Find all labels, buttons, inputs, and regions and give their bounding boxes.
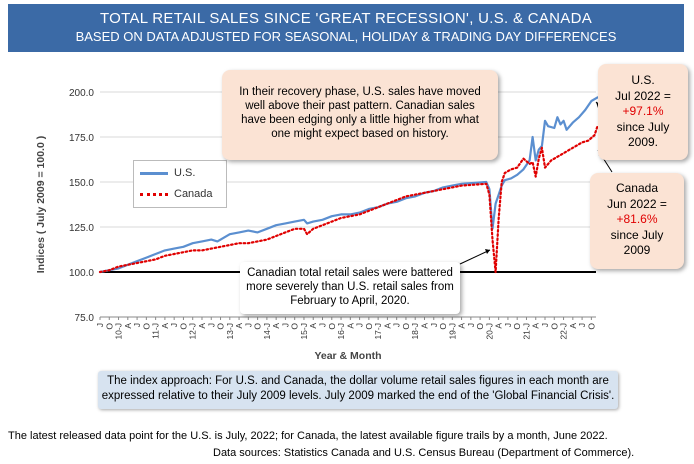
x-tick-label: J bbox=[429, 323, 439, 327]
footer-latest-data: The latest released data point for the U… bbox=[8, 430, 608, 442]
x-tick-label: 14-J bbox=[262, 323, 272, 340]
x-tick-label: O bbox=[216, 323, 226, 330]
x-tick-label: O bbox=[512, 323, 522, 330]
y-tick-label: 100.0 bbox=[69, 268, 94, 279]
x-tick-label: A bbox=[494, 323, 504, 329]
x-tick-label: A bbox=[382, 323, 392, 329]
x-tick-label: 21-J bbox=[521, 323, 531, 340]
x-tick-label: O bbox=[586, 323, 596, 330]
legend-label-us: U.S. bbox=[174, 167, 196, 179]
callout-canada: Canada Jun 2022 = +81.6% since July 2009 bbox=[590, 173, 684, 269]
arrow-battered bbox=[459, 249, 491, 265]
callout-battered: Canadian total retail sales were battere… bbox=[240, 262, 460, 314]
x-tick-label: A bbox=[234, 323, 244, 329]
x-tick-label: A bbox=[271, 323, 281, 329]
x-tick-label: O bbox=[401, 323, 411, 330]
x-tick-label: O bbox=[327, 323, 337, 330]
x-tick-label: A bbox=[197, 323, 207, 329]
x-tick-label: J bbox=[540, 323, 550, 327]
title-banner: TOTAL RETAIL SALES SINCE 'GREAT RECESSIO… bbox=[8, 4, 684, 52]
x-tick-label: O bbox=[253, 323, 263, 330]
x-tick-label: O bbox=[438, 323, 448, 330]
callout-canada-l5: 2009 bbox=[623, 243, 651, 257]
chart-title: TOTAL RETAIL SALES SINCE 'GREAT RECESSIO… bbox=[99, 10, 593, 27]
callout-us-l3: +97.1% bbox=[622, 104, 664, 118]
callout-us-l2: Jul 2022 = bbox=[615, 88, 671, 103]
series-line-us bbox=[98, 96, 602, 274]
callout-recovery-text: In their recovery phase, U.S. sales have… bbox=[239, 86, 481, 140]
chart-legend: U.S. Canada bbox=[133, 160, 227, 208]
footer-latest-data-text: The latest released data point for the U… bbox=[8, 430, 608, 442]
x-tick-label: A bbox=[457, 323, 467, 329]
x-tick-label: J bbox=[243, 323, 253, 327]
x-tick-label: 19-J bbox=[447, 323, 457, 340]
chart-subtitle: BASED ON DATA ADJUSTED FOR SEASONAL, HOL… bbox=[75, 29, 617, 44]
chart-lines bbox=[98, 96, 602, 274]
callout-battered-text: Canadian total retail sales were battere… bbox=[246, 267, 454, 307]
callout-canada-l4: since July bbox=[610, 227, 664, 242]
callout-canada-l2: Jun 2022 = bbox=[607, 196, 667, 211]
callout-us-l4: since July bbox=[616, 119, 670, 134]
callout-recovery: In their recovery phase, U.S. sales have… bbox=[222, 70, 498, 160]
x-tick-label: A bbox=[160, 323, 170, 329]
y-tick-label: 125.0 bbox=[69, 223, 94, 234]
x-tick-label: O bbox=[290, 323, 300, 330]
x-tick-label: O bbox=[104, 323, 114, 330]
x-tick-label: J bbox=[169, 323, 179, 327]
x-tick-label: A bbox=[308, 323, 318, 329]
x-tick-label: 22-J bbox=[559, 323, 569, 340]
x-tick-label: J bbox=[392, 323, 402, 327]
x-tick-label: 15-J bbox=[299, 323, 309, 340]
legend-label-canada: Canada bbox=[174, 188, 213, 200]
x-tick-label: J bbox=[355, 323, 365, 327]
x-tick-label: O bbox=[141, 323, 151, 330]
x-axis-title: Year & Month bbox=[314, 350, 381, 362]
x-tick-label: A bbox=[531, 323, 541, 329]
footer-sources: Data sources: Statistics Canada and U.S.… bbox=[213, 447, 634, 459]
arrow-battered-head bbox=[485, 249, 490, 254]
y-tick-label: 75.0 bbox=[75, 313, 95, 324]
x-tick-label: A bbox=[419, 323, 429, 329]
x-tick-label: J bbox=[95, 323, 105, 327]
callout-us: U.S. Jul 2022 = +97.1% since July 2009. bbox=[598, 64, 688, 160]
x-tick-label: A bbox=[123, 323, 133, 329]
callout-us-l1: U.S. bbox=[631, 73, 655, 87]
x-tick-label: 17-J bbox=[373, 323, 383, 340]
x-tick-label: O bbox=[364, 323, 374, 330]
x-tick-label: A bbox=[345, 323, 355, 329]
footer-sources-text: Data sources: Statistics Canada and U.S.… bbox=[213, 447, 635, 459]
x-tick-label: J bbox=[206, 323, 216, 327]
y-axis-title: Indices ( July 2009 = 100.0 ) bbox=[35, 136, 47, 273]
series-line-canada bbox=[98, 125, 599, 274]
legend-item-canada: Canada bbox=[140, 188, 213, 200]
x-tick-label: J bbox=[466, 323, 476, 327]
x-tick-label: 16-J bbox=[336, 323, 346, 340]
legend-swatch-canada bbox=[140, 192, 168, 196]
x-tick-label: J bbox=[577, 323, 587, 327]
x-tick-label: 10-J bbox=[114, 323, 124, 340]
callout-canada-l1: Canada bbox=[615, 181, 659, 195]
x-tick-label: 11-J bbox=[151, 323, 161, 339]
x-tick-label: J bbox=[132, 323, 142, 327]
legend-swatch-us bbox=[140, 171, 168, 175]
y-tick-label: 175.0 bbox=[69, 133, 94, 144]
x-tick-label: 18-J bbox=[410, 323, 420, 340]
callout-us-l5: 2009. bbox=[627, 135, 659, 149]
index-explanation: The index approach: For U.S. and Canada,… bbox=[98, 371, 618, 409]
x-tick-label: J bbox=[318, 323, 328, 327]
x-tick-label: A bbox=[568, 323, 578, 329]
index-explanation-text: The index approach: For U.S. and Canada,… bbox=[101, 375, 615, 402]
legend-item-us: U.S. bbox=[140, 167, 195, 179]
x-tick-label: J bbox=[280, 323, 290, 327]
callout-canada-l3: +81.6% bbox=[616, 212, 658, 226]
y-tick-label: 200.0 bbox=[69, 88, 94, 99]
x-tick-label: 20-J bbox=[484, 323, 494, 340]
x-tick-label: O bbox=[178, 323, 188, 330]
x-tick-label: O bbox=[549, 323, 559, 330]
x-tick-label: O bbox=[475, 323, 485, 330]
y-tick-label: 150.0 bbox=[69, 178, 94, 189]
x-tick-label: 13-J bbox=[225, 323, 235, 340]
x-tick-label: J bbox=[503, 323, 513, 327]
x-tick-label: 12-J bbox=[188, 323, 198, 340]
